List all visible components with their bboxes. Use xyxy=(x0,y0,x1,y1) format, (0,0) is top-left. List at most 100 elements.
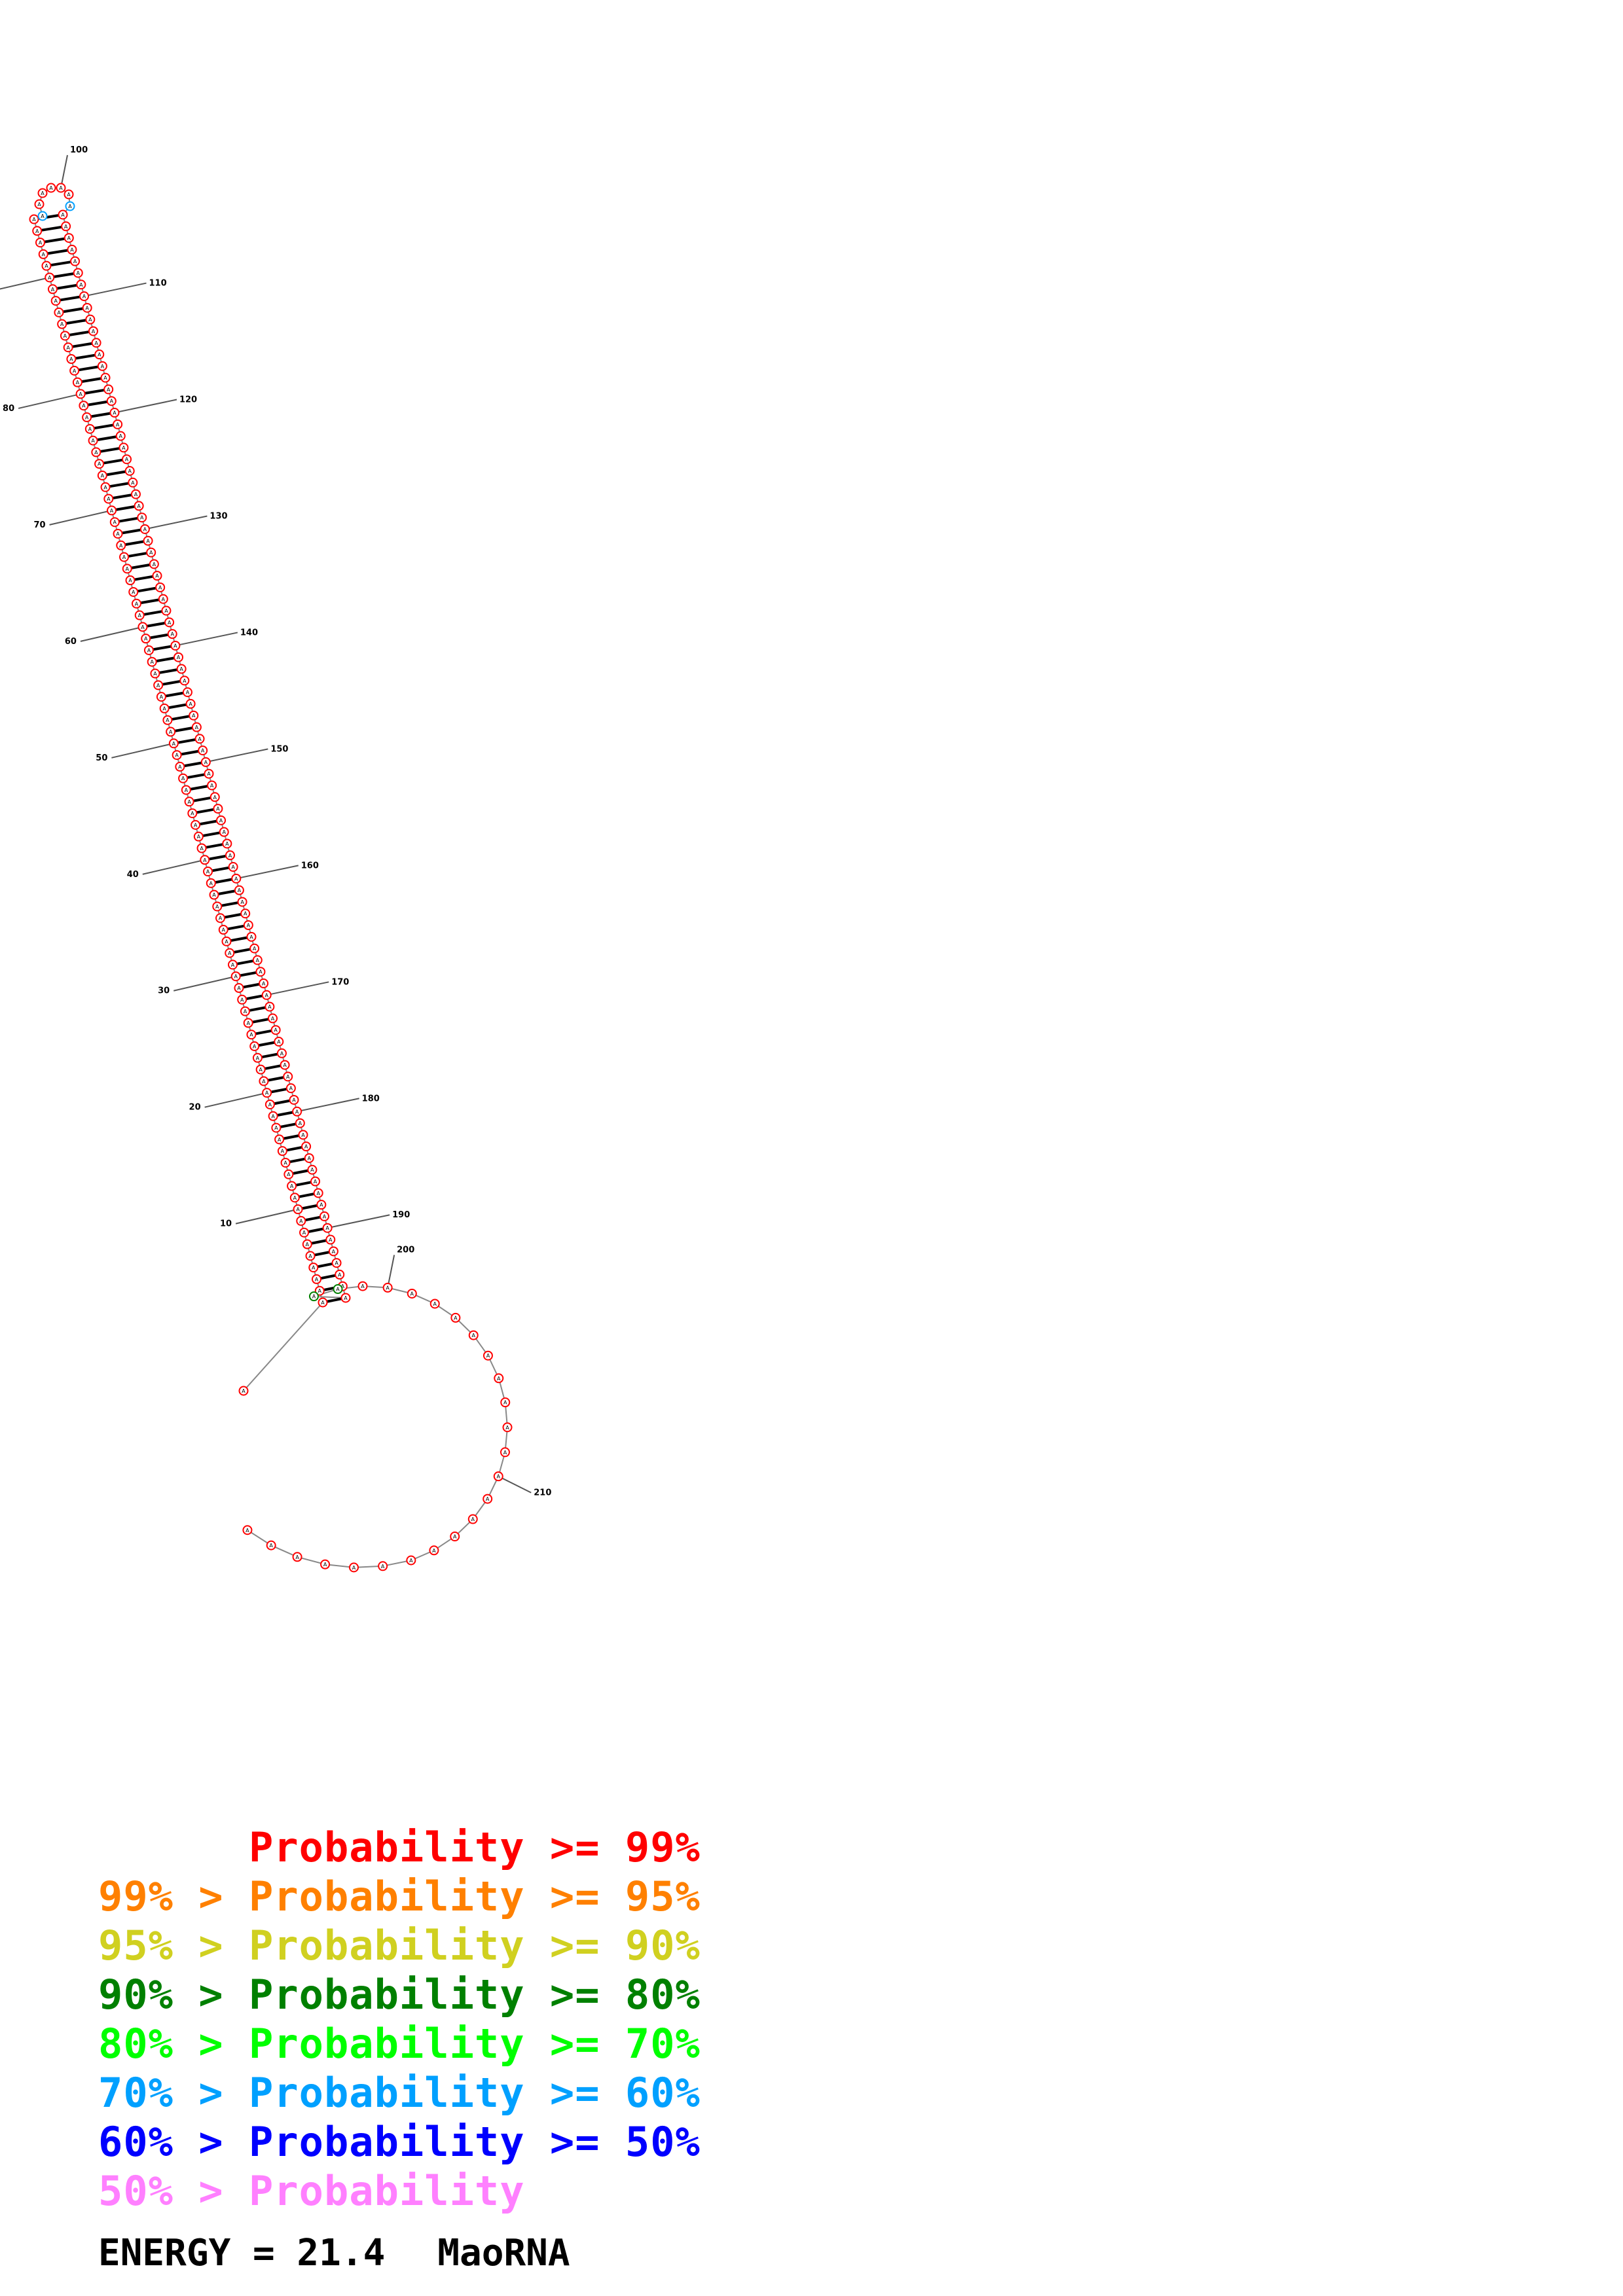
svg-text:A: A xyxy=(302,1230,306,1236)
nucleotide: A xyxy=(61,221,71,232)
svg-text:A: A xyxy=(110,508,114,514)
nucleotide: A xyxy=(182,687,192,698)
svg-text:A: A xyxy=(219,916,223,922)
svg-text:A: A xyxy=(64,224,68,230)
nucleotide: A xyxy=(215,913,226,924)
nucleotide: A xyxy=(100,482,111,492)
position-label: 120 xyxy=(179,395,197,405)
nucleotide: A xyxy=(58,209,68,220)
nucleotide: A xyxy=(246,1030,257,1040)
svg-text:A: A xyxy=(271,1016,275,1022)
nucleotide: A xyxy=(149,559,159,569)
nucleotide: A xyxy=(262,1088,272,1098)
nucleotide: A xyxy=(293,1204,303,1215)
nucleotide: A xyxy=(252,955,263,965)
nucleotide: A xyxy=(170,640,181,651)
tick-line xyxy=(204,1092,267,1108)
nucleotide: A xyxy=(162,715,173,725)
svg-text:A: A xyxy=(92,329,96,334)
svg-text:A: A xyxy=(131,480,135,486)
nucleotide: A xyxy=(313,1188,323,1198)
position-label: 180 xyxy=(362,1094,380,1103)
nucleotide: A xyxy=(57,319,67,329)
svg-text:A: A xyxy=(432,1548,436,1554)
nucleotide: A xyxy=(82,302,92,313)
svg-text:A: A xyxy=(101,363,105,369)
svg-text:A: A xyxy=(314,1179,318,1185)
svg-text:A: A xyxy=(225,939,228,944)
legend-entry: 99% > Probability >= 95% xyxy=(98,1872,701,1921)
nucleotide: A xyxy=(150,668,160,679)
legend-entry: Probability >= 99% xyxy=(98,1823,701,1872)
nucleotide: A xyxy=(128,586,139,597)
svg-text:A: A xyxy=(222,829,226,835)
nucleotide: A xyxy=(66,354,77,365)
nucleotide: A xyxy=(228,862,238,872)
svg-text:A: A xyxy=(213,795,217,800)
nucleotide: A xyxy=(79,401,89,411)
svg-text:A: A xyxy=(60,321,64,327)
svg-text:A: A xyxy=(41,190,45,196)
nucleotide: A xyxy=(212,901,223,912)
nucleotide: A xyxy=(234,885,244,895)
svg-text:A: A xyxy=(283,1160,287,1166)
svg-text:A: A xyxy=(338,1272,342,1278)
nucleotide: A xyxy=(88,326,98,336)
svg-text:A: A xyxy=(301,1132,305,1138)
nucleotide: A xyxy=(268,1013,278,1024)
nucleotide: A xyxy=(41,260,52,271)
svg-text:A: A xyxy=(259,1067,263,1073)
nucleotide: A xyxy=(225,948,235,958)
svg-text:A: A xyxy=(215,904,219,910)
nucleotide: A xyxy=(450,1312,461,1323)
tick-line xyxy=(145,515,208,530)
nucleotide: A xyxy=(378,1561,388,1571)
tick-line xyxy=(18,393,81,409)
svg-text:A: A xyxy=(183,678,187,684)
nucleotide: A xyxy=(200,757,211,767)
nucleotide: A xyxy=(312,1274,322,1284)
nucleotide: A xyxy=(209,889,219,900)
svg-text:A: A xyxy=(35,228,39,234)
svg-text:A: A xyxy=(189,701,192,707)
nucleotide: A xyxy=(276,1048,287,1058)
svg-text:A: A xyxy=(76,270,80,276)
svg-text:A: A xyxy=(253,1043,257,1049)
nucleotide: A xyxy=(500,1397,511,1408)
tick-line xyxy=(236,865,299,880)
position-label: 40 xyxy=(127,870,139,880)
nucleotide: A xyxy=(189,710,199,721)
svg-text:A: A xyxy=(191,811,194,817)
nucleotide: A xyxy=(280,1157,291,1168)
svg-text:A: A xyxy=(198,736,202,742)
energy-line: ENERGY = 21.4 MaoRNA xyxy=(98,2232,570,2274)
nucleotide: A xyxy=(56,183,66,193)
svg-text:A: A xyxy=(234,876,238,882)
svg-text:A: A xyxy=(45,263,48,269)
nucleotide: A xyxy=(50,296,61,306)
nucleotide: A xyxy=(277,1146,287,1157)
svg-text:A: A xyxy=(341,1283,345,1289)
svg-text:A: A xyxy=(201,748,205,754)
nucleotide: A xyxy=(45,272,55,283)
svg-text:A: A xyxy=(203,857,207,863)
svg-text:A: A xyxy=(308,1253,312,1259)
nucleotide: A xyxy=(483,1350,493,1361)
svg-text:A: A xyxy=(64,333,67,339)
svg-text:A: A xyxy=(116,531,120,537)
svg-text:A: A xyxy=(316,1191,320,1196)
nucleotide: A xyxy=(335,1269,345,1280)
nucleotide: A xyxy=(37,188,48,198)
tick-line xyxy=(206,748,268,763)
svg-text:A: A xyxy=(166,717,170,723)
nucleotide: A xyxy=(264,1099,275,1109)
svg-text:A: A xyxy=(246,1528,249,1534)
svg-text:A: A xyxy=(332,1249,336,1255)
svg-text:A: A xyxy=(175,753,179,759)
legend-prefix: 95% > xyxy=(98,1922,249,1969)
svg-text:A: A xyxy=(289,1086,293,1092)
svg-text:A: A xyxy=(210,880,213,886)
svg-text:A: A xyxy=(172,741,176,747)
svg-text:A: A xyxy=(113,410,117,416)
svg-text:A: A xyxy=(238,888,242,893)
